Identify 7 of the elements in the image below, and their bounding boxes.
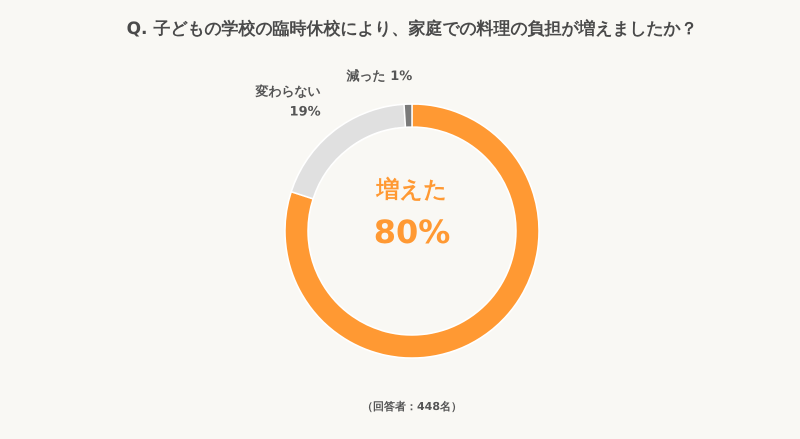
- data-label: 19%: [290, 104, 321, 120]
- title: Q. 子どもの学校の臨時休校により、家庭での料理の負担が増えましたか？: [126, 19, 698, 39]
- text: （回答者：448名）: [362, 400, 462, 413]
- slice-label: 変わらない: [254, 83, 321, 100]
- slice-label: 増えた: [376, 176, 448, 203]
- slice-label: 減った 1%: [346, 69, 412, 84]
- data-label: 80%: [374, 213, 450, 251]
